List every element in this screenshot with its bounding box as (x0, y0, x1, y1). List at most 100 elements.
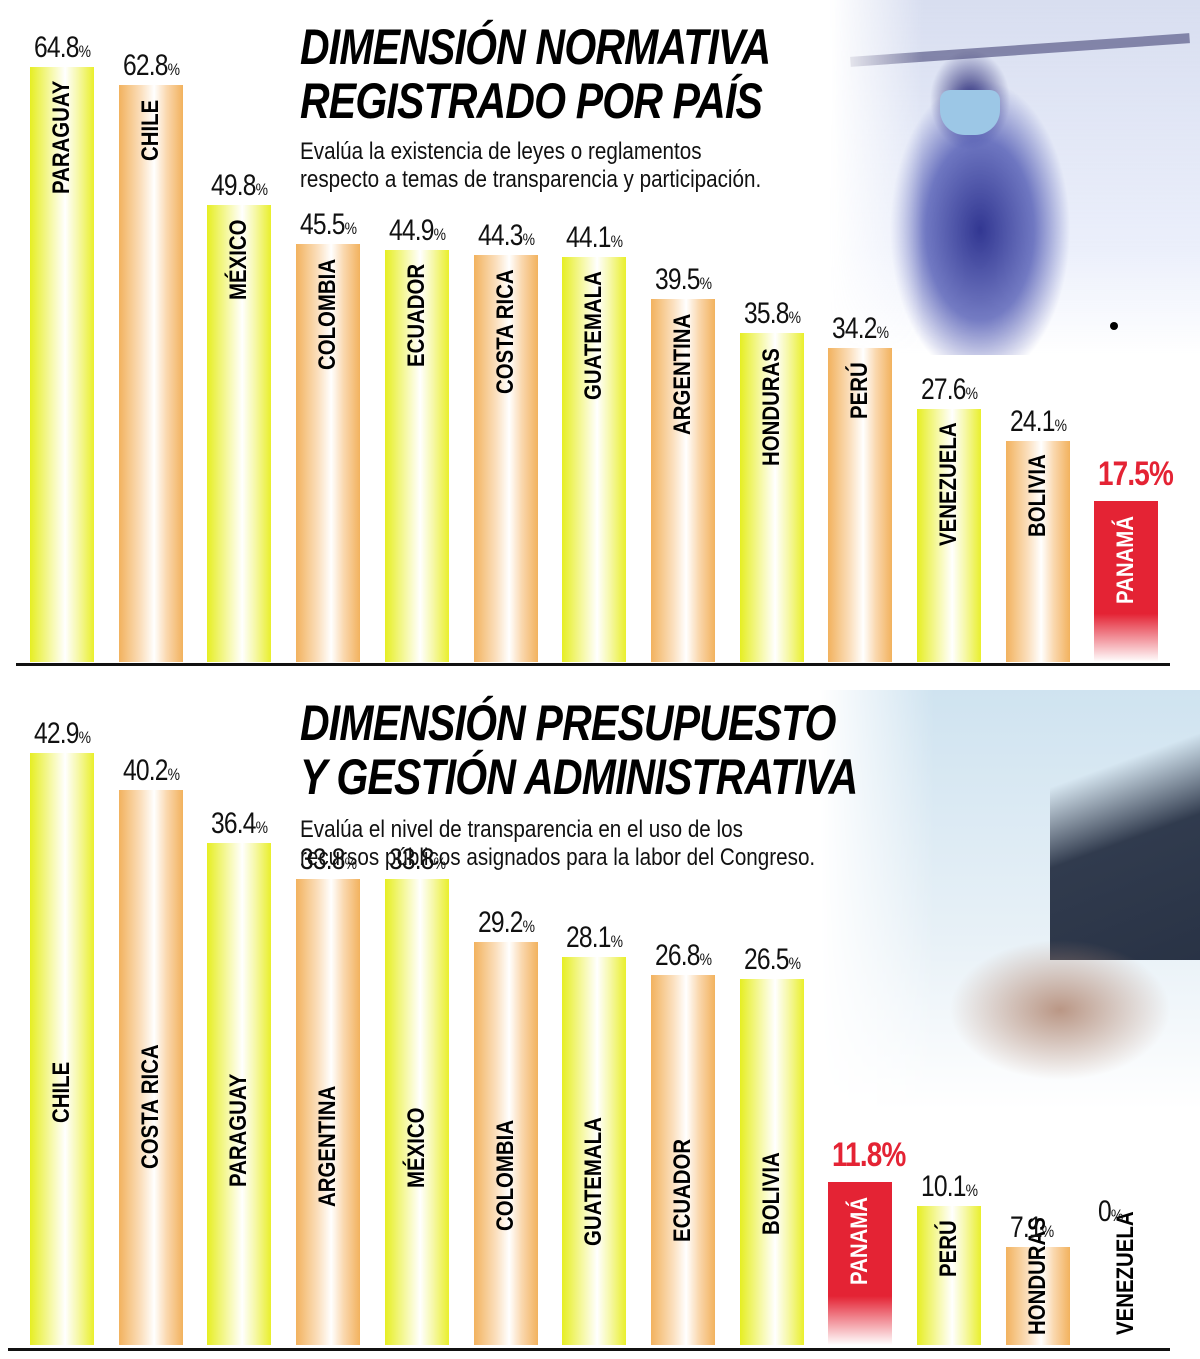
bar-panamá (1094, 501, 1158, 662)
bar-category-label: MÉXICO (225, 219, 252, 300)
bar-méxico (385, 878, 449, 1345)
value-number: 34.2 (832, 312, 877, 346)
bar-paraguay (207, 842, 271, 1345)
value-number: 44.1 (566, 221, 611, 255)
percent-sign: % (344, 853, 357, 873)
bar-value-label: 26.8% (655, 939, 712, 973)
bar-chile (30, 752, 94, 1345)
bullet-dot (1110, 322, 1118, 330)
bar-value-label: 62.8% (123, 49, 180, 83)
bar-category-label: HONDURAS (758, 347, 785, 466)
bar-category-label: ARGENTINA (314, 1085, 341, 1207)
percent-sign: % (965, 1180, 978, 1200)
bar-value-label: 35.8% (744, 297, 801, 331)
bar-venezuela (917, 408, 981, 662)
value-number: 44.3 (478, 219, 523, 253)
chart-subtitle-line1: Evalúa el nivel de transparencia en el u… (300, 816, 743, 843)
percent-sign: % (78, 727, 91, 747)
value-number: 42.9 (34, 716, 79, 750)
percent-sign: % (699, 274, 712, 294)
face-mask-decoration (940, 90, 1000, 135)
percent-sign: % (881, 1136, 906, 1175)
value-number: 33.8 (300, 842, 345, 876)
percent-sign: % (699, 950, 712, 970)
percent-sign: % (344, 219, 357, 239)
bar-panamá (828, 1182, 892, 1345)
percent-sign: % (433, 224, 446, 244)
bar-value-label: 17.5% (1098, 455, 1174, 494)
bar-value-label: 29.2% (478, 906, 535, 940)
bar-paraguay (30, 67, 94, 662)
percent-sign: % (522, 230, 535, 250)
bar-value-label: 39.5% (655, 263, 712, 297)
value-number: 35.8 (744, 297, 789, 331)
chart-panel-presupuesto: DIMENSIÓN PRESUPUESTO Y GESTIÓN ADMINIST… (0, 680, 1200, 1359)
value-number: 64.8 (34, 31, 79, 65)
percent-sign: % (1054, 415, 1067, 435)
bar-category-label: CHILE (137, 99, 164, 161)
value-number: 39.5 (655, 263, 700, 297)
value-number: 44.9 (389, 213, 434, 247)
bar-costa-rica (474, 255, 538, 662)
bar-category-label: PERÚ (935, 1219, 962, 1277)
bar-value-label: 64.8% (34, 31, 91, 65)
bar-value-label: 7.1% (1010, 1211, 1054, 1245)
value-number: 62.8 (123, 49, 168, 83)
value-number: 28.1 (566, 921, 611, 955)
percent-sign: % (167, 60, 180, 80)
percent-sign: % (610, 232, 623, 252)
bar-category-label: VENEZUELA (935, 422, 962, 546)
bar-category-label: COLOMBIA (314, 258, 341, 370)
percent-sign: % (522, 917, 535, 937)
bar-value-label: 28.1% (566, 921, 623, 955)
bar-value-label: 36.4% (211, 806, 268, 841)
percent-sign: % (1110, 1206, 1123, 1225)
chart-subtitle-line2: recursos públicos asignados para la labo… (300, 844, 816, 871)
bar-guatemala (562, 257, 626, 662)
value-number: 33.8 (389, 842, 434, 876)
bar-value-label: 26.5% (744, 943, 801, 977)
bar-colombia (474, 942, 538, 1345)
bar-category-label: PARAGUAY (48, 80, 75, 195)
bar-value-label: 42.9% (34, 716, 91, 751)
value-number: 0 (1098, 1195, 1112, 1228)
bar-value-label: 33.8% (389, 842, 446, 877)
bar-value-label: 34.2% (832, 312, 889, 346)
chart-subtitle-line2: respecto a temas de transparencia y part… (300, 166, 762, 193)
bar-category-label: GUATEMALA (580, 1116, 607, 1246)
value-number: 17.5 (1098, 455, 1150, 494)
percent-sign: % (167, 765, 180, 785)
value-number: 24.1 (1010, 404, 1055, 438)
bar-value-label: 44.3% (478, 219, 535, 253)
bar-category-label: ECUADOR (403, 263, 430, 367)
chart-panel-normativa: DIMENSIÓN NORMATIVA REGISTRADO POR PAÍS … (16, 0, 1200, 666)
percent-sign: % (255, 179, 268, 199)
bar-category-label: PARAGUAY (225, 1073, 252, 1187)
x-axis-line (8, 1348, 1170, 1351)
percent-sign: % (433, 853, 446, 873)
lady-justice-photo (830, 0, 1200, 355)
bar-ecuador (385, 249, 449, 662)
chart-subtitle-line1: Evalúa la existencia de leyes o reglamen… (300, 138, 702, 165)
value-number: 49.8 (211, 168, 256, 202)
bar-category-label: COSTA RICA (492, 269, 519, 395)
chart-title-line1: DIMENSIÓN PRESUPUESTO (300, 695, 836, 751)
bar-category-label: PANAMÁ (1112, 515, 1139, 604)
value-number: 29.2 (478, 906, 523, 940)
value-number: 26.5 (744, 943, 789, 977)
bar-category-label: VENEZUELA (1112, 1211, 1139, 1335)
percent-sign: % (1148, 455, 1174, 494)
bar-value-label: 45.5% (300, 208, 357, 242)
x-axis-line (16, 663, 1170, 666)
bar-value-label: 49.8% (211, 168, 268, 203)
bar-guatemala (562, 957, 626, 1345)
bar-ecuador (651, 975, 715, 1345)
percent-sign: % (876, 323, 889, 343)
bar-value-label: 40.2% (123, 754, 180, 788)
bar-value-label: 44.9% (389, 213, 446, 248)
bar-value-label: 0% (1098, 1195, 1123, 1229)
value-number: 36.4 (211, 806, 256, 840)
bar-category-label: ARGENTINA (669, 313, 696, 435)
bar-category-label: ECUADOR (669, 1138, 696, 1242)
percent-sign: % (965, 383, 978, 403)
